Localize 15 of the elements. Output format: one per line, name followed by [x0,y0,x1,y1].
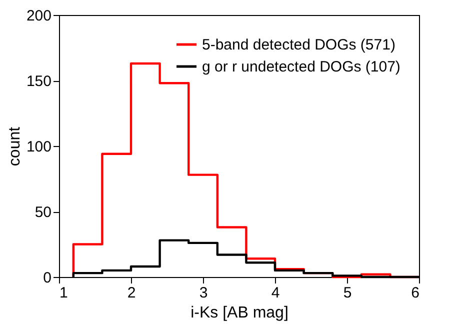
y-tick-label: 50 [34,204,52,221]
y-tick-label: 150 [26,73,52,90]
y-tick-label: 200 [26,8,52,24]
x-tick-label: 3 [199,284,208,302]
x-tick-label: 2 [127,284,136,302]
y-axis-title: count [6,126,24,166]
y-tick-label: 100 [26,138,52,156]
x-axis-title: i-Ks [AB mag] [190,304,288,322]
y-tick-label: 0 [43,270,52,286]
x-tick-label: 6 [411,284,420,302]
x-tick-label: 4 [271,284,280,302]
legend-label: 5-band detected DOGs (571) [202,36,396,54]
legend-label: g or r undetected DOGs (107) [202,58,400,76]
x-tick-label: 1 [60,284,68,302]
x-tick-label: 5 [343,284,352,302]
